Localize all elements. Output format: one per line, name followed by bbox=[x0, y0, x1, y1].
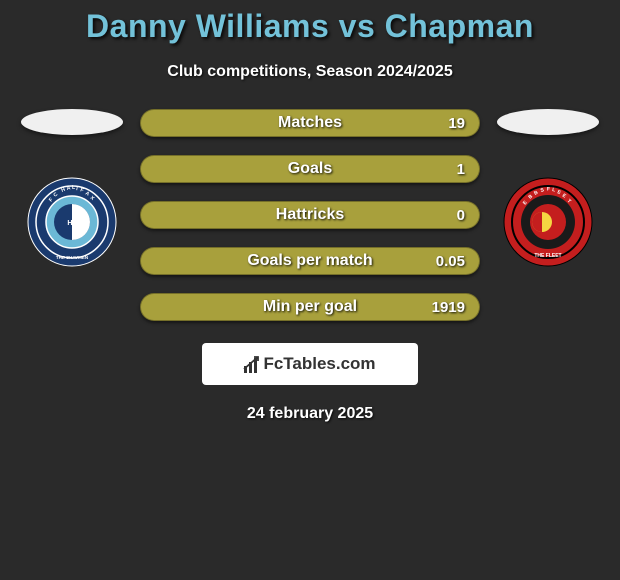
right-club-badge: E B B S F L E E T THE FLEET bbox=[503, 177, 593, 267]
stat-row-goals-per-match: Goals per match 0.05 bbox=[140, 247, 480, 275]
stat-value: 19 bbox=[448, 115, 465, 132]
stat-row-matches: Matches 19 bbox=[140, 109, 480, 137]
stat-label: Min per goal bbox=[263, 298, 357, 316]
stat-value: 0.05 bbox=[436, 253, 465, 270]
date-label: 24 february 2025 bbox=[0, 405, 620, 423]
svg-text:HT: HT bbox=[67, 220, 77, 227]
stat-label: Matches bbox=[278, 114, 342, 132]
halifax-badge-icon: HT F C H A L I F A X bbox=[27, 177, 117, 267]
page-title: Danny Williams vs Chapman bbox=[0, 8, 620, 45]
svg-text:F: F bbox=[547, 186, 550, 192]
comparison-card: Danny Williams vs Chapman Club competiti… bbox=[0, 0, 620, 423]
stat-row-hattricks: Hattricks 0 bbox=[140, 201, 480, 229]
stat-row-goals: Goals 1 bbox=[140, 155, 480, 183]
right-player-col: E B B S F L E E T THE FLEET bbox=[488, 109, 608, 267]
chart-icon bbox=[244, 355, 257, 373]
left-club-badge: HT F C H A L I F A X bbox=[27, 177, 117, 267]
stat-label: Goals bbox=[288, 160, 332, 178]
left-player-photo-placeholder bbox=[21, 109, 123, 135]
ebbsfleet-badge-icon: E B B S F L E E T THE FLEET bbox=[503, 177, 593, 267]
main-area: HT F C H A L I F A X bbox=[0, 109, 620, 321]
brand-label: FcTables.com bbox=[263, 354, 375, 374]
stat-label: Hattricks bbox=[276, 206, 344, 224]
brand-attribution[interactable]: FcTables.com bbox=[202, 343, 418, 385]
stats-column: Matches 19 Goals 1 Hattricks 0 Goals per… bbox=[140, 109, 480, 321]
svg-text:THE SHAYMEN: THE SHAYMEN bbox=[56, 255, 88, 260]
subtitle: Club competitions, Season 2024/2025 bbox=[0, 63, 620, 81]
stat-value: 0 bbox=[457, 207, 465, 224]
stat-row-min-per-goal: Min per goal 1919 bbox=[140, 293, 480, 321]
right-player-photo-placeholder bbox=[497, 109, 599, 135]
svg-text:THE FLEET: THE FLEET bbox=[534, 253, 561, 259]
stat-label: Goals per match bbox=[247, 252, 372, 270]
stat-value: 1 bbox=[457, 161, 465, 178]
stat-value: 1919 bbox=[432, 299, 465, 316]
left-player-col: HT F C H A L I F A X bbox=[12, 109, 132, 267]
